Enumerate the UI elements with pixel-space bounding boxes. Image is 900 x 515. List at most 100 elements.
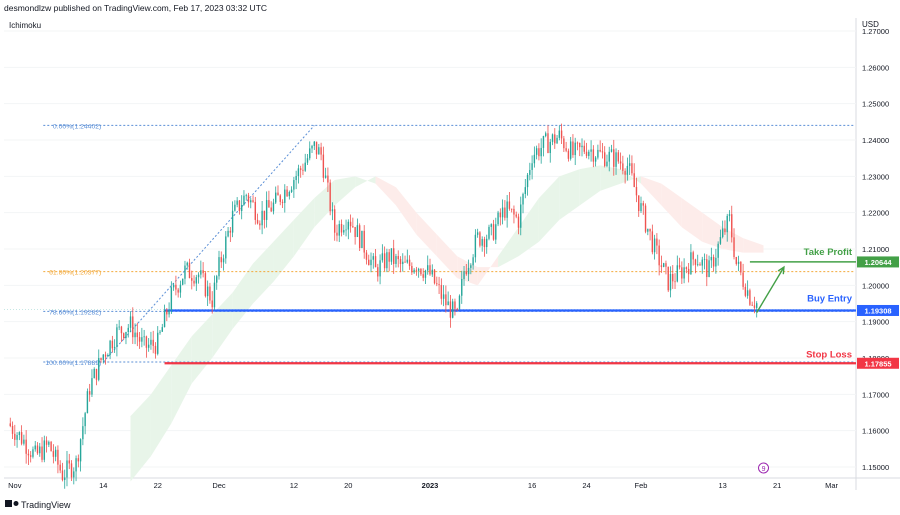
candle-up[interactable] [141,327,143,348]
candle-down[interactable] [123,332,125,340]
candle-down[interactable] [565,141,567,153]
candle-up[interactable] [424,269,427,284]
candle-down[interactable] [279,194,281,206]
candle-down[interactable] [132,307,134,344]
candle-up[interactable] [647,228,649,236]
candle-up[interactable] [84,411,86,435]
candle-up[interactable] [533,146,536,168]
candle-up[interactable] [615,148,617,175]
candle-down[interactable] [327,167,329,192]
candle-down[interactable] [256,213,259,225]
candle-down[interactable] [567,148,570,162]
candle-up[interactable] [476,228,479,238]
candle-down[interactable] [585,142,588,159]
candle-down[interactable] [538,143,540,161]
candle-down[interactable] [613,139,615,176]
candle-down[interactable] [302,163,304,176]
candle-down[interactable] [41,437,43,463]
candle-up[interactable] [402,253,404,272]
candle-up[interactable] [497,210,499,227]
candle-down[interactable] [624,168,626,184]
candle-up[interactable] [381,244,384,263]
candle-up[interactable] [331,202,334,221]
candle-down[interactable] [513,205,515,224]
candle-down[interactable] [622,155,624,175]
candle-down[interactable] [365,249,368,265]
candle-up[interactable] [168,302,170,318]
candle-down[interactable] [449,294,452,328]
candle-down[interactable] [724,220,726,235]
candle-up[interactable] [23,434,25,446]
candle-down[interactable] [100,357,102,363]
candle-down[interactable] [152,330,154,354]
candle-down[interactable] [349,214,352,233]
candle-up[interactable] [719,229,722,245]
candle-up[interactable] [91,369,93,397]
candle-down[interactable] [742,263,744,290]
candle-up[interactable] [522,192,524,214]
candle-down[interactable] [61,462,64,482]
candle-down[interactable] [465,263,468,276]
candle-up[interactable] [556,134,558,144]
candle-down[interactable] [204,271,207,298]
candle-up[interactable] [250,198,252,209]
price-tag-take-profit[interactable]: 1.20644 [857,256,899,268]
candle-up[interactable] [531,155,533,180]
candle-up[interactable] [16,432,18,448]
candle-down[interactable] [731,205,733,243]
candle-down[interactable] [649,228,651,241]
candle-up[interactable] [690,244,692,275]
candle-down[interactable] [388,249,390,272]
indicator-label[interactable]: Ichimoku [9,21,41,30]
candle-up[interactable] [295,170,297,190]
candle-down[interactable] [672,265,674,289]
candle-down[interactable] [36,442,39,455]
candle-down[interactable] [572,134,574,158]
candle-down[interactable] [50,440,52,452]
candle-down[interactable] [209,282,211,304]
candle-down[interactable] [211,291,213,314]
tradingview-logo[interactable]: TradingView [5,500,71,510]
candle-down[interactable] [354,226,356,245]
candle-up[interactable] [708,255,710,278]
candle-up[interactable] [64,469,66,489]
candle-up[interactable] [569,136,572,161]
candle-down[interactable] [277,185,279,196]
candle-down[interactable] [685,266,688,274]
candle-down[interactable] [744,283,747,298]
candle-up[interactable] [431,264,433,277]
candle-up[interactable] [48,440,50,448]
candle-down[interactable] [238,200,241,215]
candle-up[interactable] [390,248,393,265]
candle-up[interactable] [304,153,306,172]
candle-up[interactable] [472,254,474,270]
candle-down[interactable] [583,140,585,155]
candle-up[interactable] [413,268,415,274]
candle-down[interactable] [644,203,647,234]
candle-up[interactable] [395,253,397,268]
candle-up[interactable] [324,167,327,179]
candle-up[interactable] [186,261,188,270]
candle-down[interactable] [136,322,139,347]
candle-down[interactable] [433,269,436,285]
candle-up[interactable] [284,184,286,213]
candle-up[interactable] [157,326,159,356]
candle-up[interactable] [288,190,291,200]
candle-down[interactable] [440,278,443,305]
candle-down[interactable] [322,146,325,183]
candle-down[interactable] [166,307,168,322]
candle-up[interactable] [161,323,163,332]
candle-down[interactable] [508,192,511,211]
candle-up[interactable] [102,353,104,364]
candle-down[interactable] [665,260,667,275]
candle-up[interactable] [495,217,497,245]
candle-up[interactable] [18,431,21,441]
candle-down[interactable] [77,454,80,468]
candle-up[interactable] [243,190,245,206]
candle-down[interactable] [579,142,581,157]
candle-up[interactable] [488,224,490,241]
candle-down[interactable] [479,231,481,248]
candle-up[interactable] [206,280,209,306]
candle-up[interactable] [461,270,463,304]
candle-up[interactable] [728,210,731,222]
